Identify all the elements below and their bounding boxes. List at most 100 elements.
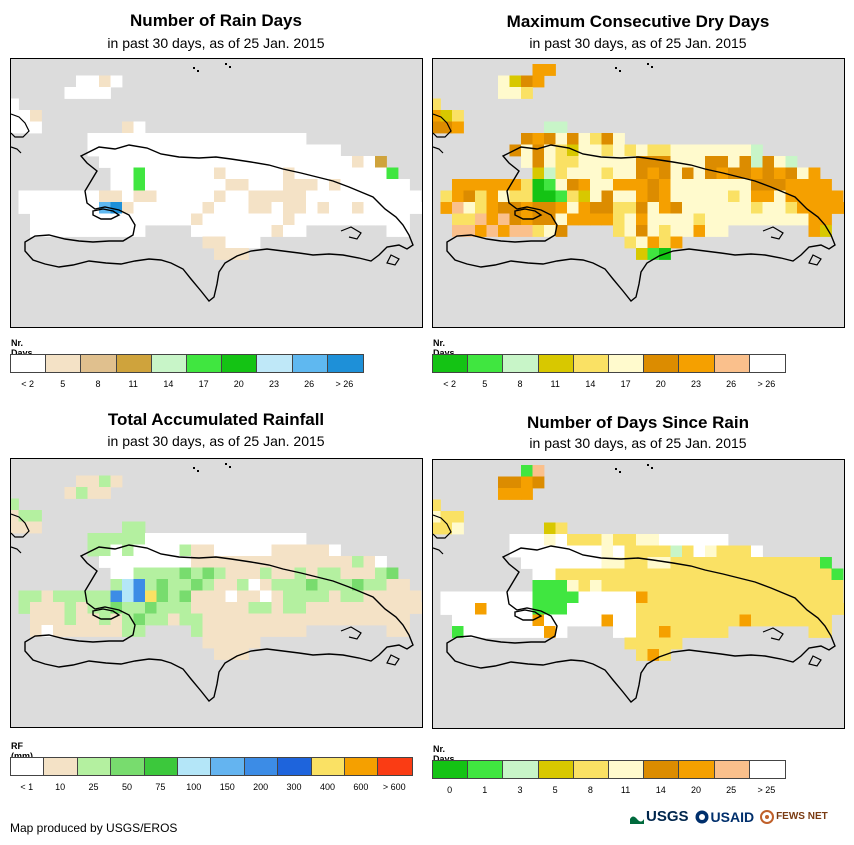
- grid-cell: [774, 179, 786, 191]
- grid-cell: [463, 190, 476, 203]
- grid-cell: [613, 603, 625, 615]
- grid-cell: [463, 213, 476, 226]
- grid-cell: [682, 545, 694, 558]
- grid-cell: [739, 557, 752, 569]
- grid-cell: [716, 179, 729, 191]
- grid-cell: [225, 213, 238, 226]
- logo-strip: USGS USAID FEWS NET: [630, 808, 828, 825]
- grid-cell: [544, 202, 556, 214]
- grid-cell: [11, 521, 19, 534]
- grid-cell: [762, 614, 775, 627]
- grid-cell: [41, 613, 54, 626]
- grid-cell: [271, 602, 284, 614]
- grid-cell: [636, 626, 648, 638]
- grid-cell: [398, 213, 410, 226]
- grid-cell: [179, 602, 192, 614]
- grid-cell: [739, 190, 752, 203]
- grid-cell: [670, 202, 683, 214]
- grid-cell: [555, 568, 568, 581]
- grid-cell: [248, 179, 261, 191]
- grid-cell: [363, 179, 376, 191]
- grid-cell: [191, 167, 203, 180]
- grid-cell: [728, 603, 740, 615]
- grid-cell: [214, 556, 226, 568]
- grid-cell: [248, 602, 261, 614]
- grid-cell: [41, 590, 54, 603]
- grid-cell: [168, 190, 180, 203]
- grid-cell: [728, 557, 740, 569]
- grid-cell: [248, 236, 261, 249]
- coastline: [24, 544, 414, 702]
- legend-swatch: [503, 355, 539, 372]
- grid-cell: [122, 225, 134, 237]
- grid-cell: [693, 213, 706, 226]
- grid-cell: [283, 202, 295, 214]
- legend-label: 25: [726, 785, 737, 795]
- grid-cell: [578, 167, 591, 180]
- grid-cell: [498, 190, 510, 203]
- grid-cell: [30, 510, 42, 522]
- grid-cell: [30, 590, 42, 603]
- grid-cell: [705, 614, 717, 627]
- grid-cell: [785, 603, 798, 615]
- grid-cell: [18, 121, 31, 134]
- grid-cell: [122, 544, 134, 557]
- legend-color-bar: [10, 354, 364, 373]
- grid-cell: [613, 144, 625, 157]
- grid-cell: [647, 167, 660, 180]
- grid-cell: [486, 603, 499, 615]
- grid-cell: [214, 179, 226, 191]
- grid-cell: [705, 545, 717, 558]
- grid-cell: [544, 213, 556, 226]
- islet: [225, 463, 227, 465]
- legend-swatch: [11, 758, 45, 775]
- grid-cell: [532, 614, 545, 627]
- grid-cell: [375, 613, 387, 626]
- grid-cell: [248, 625, 261, 637]
- grid-cell: [87, 225, 100, 237]
- grid-cell: [498, 591, 510, 604]
- grid-cell: [475, 225, 487, 237]
- grid-cell: [624, 225, 637, 237]
- grid-cell: [398, 179, 410, 191]
- grid-cell: [225, 590, 238, 603]
- grid-cell: [774, 603, 786, 615]
- grid-cell: [544, 626, 556, 638]
- grid-cell: [329, 579, 341, 591]
- grid-cell: [99, 144, 111, 157]
- grid-cell: [202, 167, 215, 180]
- fews-globe-icon: [760, 809, 775, 824]
- grid-cell: [41, 625, 54, 637]
- grid-cell: [168, 156, 180, 168]
- grid-cell: [728, 568, 740, 581]
- grid-cell: [329, 167, 341, 180]
- grid-cell: [567, 190, 579, 203]
- grid-cell: [613, 626, 625, 638]
- grid-cell: [601, 190, 614, 203]
- grid-cell: [532, 133, 545, 145]
- grid-cell: [168, 544, 180, 557]
- grid-cell: [30, 213, 42, 226]
- grid-cell: [636, 568, 648, 581]
- grid-cell: [636, 225, 648, 237]
- grid-cell: [122, 556, 134, 568]
- grid-cell: [831, 568, 844, 581]
- grid-cell: [294, 202, 307, 214]
- grid-cell: [647, 626, 660, 638]
- grid-cell: [509, 225, 522, 237]
- grid-cell: [578, 144, 591, 157]
- grid-cell: [521, 545, 533, 558]
- legend-label: 600: [353, 782, 369, 792]
- grid-cell: [544, 133, 556, 145]
- grid-cell: [486, 213, 499, 226]
- grid-cell: [214, 625, 226, 637]
- grid-cell: [202, 556, 215, 568]
- grid-cell: [521, 465, 533, 477]
- grid-cell: [659, 213, 671, 226]
- grid-cell: [87, 613, 100, 626]
- grid-cell: [294, 579, 307, 591]
- grid-cell: [30, 190, 42, 203]
- legend-swatch: [679, 355, 715, 372]
- grid-cell: [544, 534, 556, 546]
- grid-cell: [386, 167, 399, 180]
